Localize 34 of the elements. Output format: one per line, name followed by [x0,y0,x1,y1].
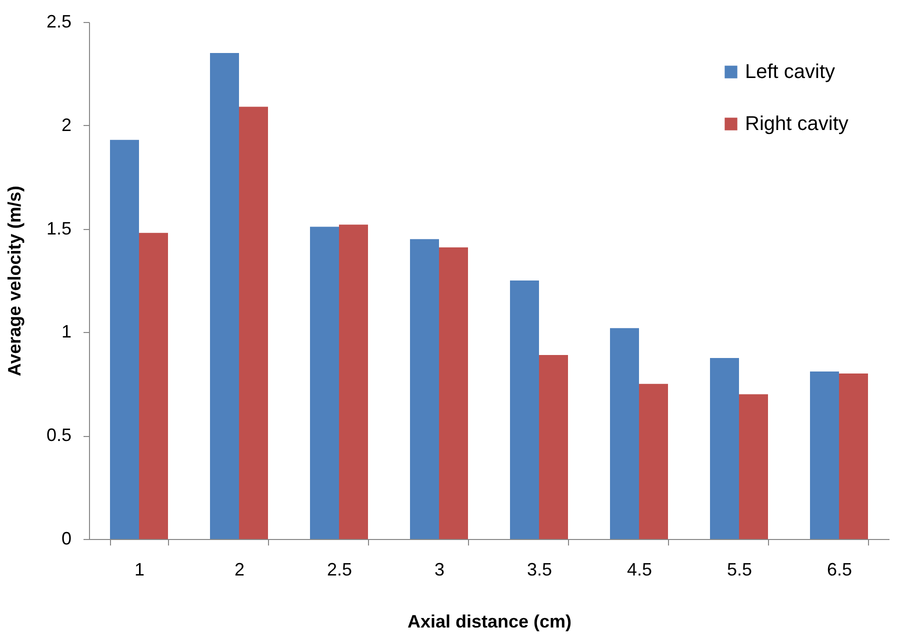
x-tick-label: 2.5 [326,560,352,580]
y-tick-label: 0.5 [46,425,72,446]
bar [839,374,868,539]
bar [739,394,768,539]
x-tick-label: 3.5 [526,560,552,580]
bar [410,239,439,539]
legend-label: Left cavity [745,61,836,83]
bar [239,106,268,539]
y-tick-label: 0 [61,528,72,548]
x-tick-label: 5.5 [726,560,752,580]
bar [810,371,839,539]
x-tick-label: 4.5 [626,560,652,580]
x-axis-title: Axial distance (cm) [407,612,572,632]
x-tick-label: 1 [134,560,145,580]
bar [610,328,639,539]
legend-label: Right cavity [745,113,848,135]
bar [310,226,339,539]
y-tick-label: 1.5 [46,218,72,238]
bar [439,247,468,539]
bar [639,384,668,539]
bar [339,224,368,539]
bar [510,280,539,539]
y-tick-label: 2.5 [46,12,72,32]
x-tick-label: 3 [434,560,445,580]
y-tick-label: 2 [61,114,72,135]
x-tick-label: 6.5 [826,560,852,580]
bar [539,354,568,539]
bar [210,53,239,539]
y-axis-title: Average velocity (m/s) [4,186,24,376]
x-tick-label: 2 [234,560,245,580]
y-tick-label: 1 [61,322,72,342]
bar [139,232,168,539]
bar [710,358,739,539]
bar [110,140,139,539]
